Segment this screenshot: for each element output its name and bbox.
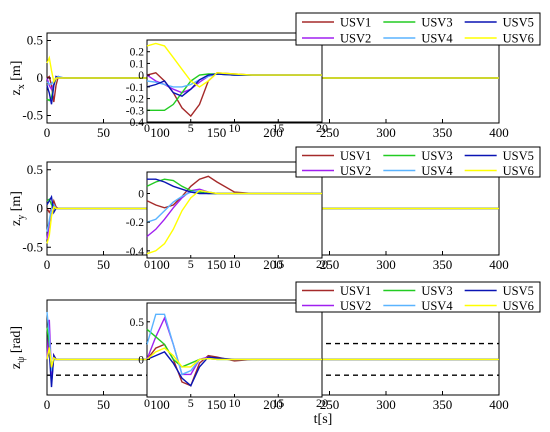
legend-label-usv6: USV6	[503, 164, 534, 178]
x-tick-label: 0	[44, 397, 51, 412]
legend-label-usv5: USV5	[503, 16, 534, 30]
inset-x-tick-label: 10	[229, 396, 241, 410]
y-tick-label: 0.5	[27, 33, 43, 48]
x-tick-label: 100	[150, 125, 170, 140]
y-tick-label: -0.5	[22, 108, 43, 123]
x-tick-label: 350	[433, 257, 453, 272]
legend-label-usv4: USV4	[421, 32, 453, 46]
legend-label-usv4: USV4	[421, 299, 453, 313]
y-axis-label: zx [m]	[9, 61, 27, 96]
legend-label-usv4: USV4	[421, 164, 453, 178]
chart-panel-2: 0 50 100 150 200 250 300 350 400-0.500.5zy [m]0 5…	[9, 146, 541, 272]
legend-label-usv3: USV3	[421, 16, 452, 30]
inset-x-tick-label: 20	[316, 121, 328, 135]
inset-y-tick-label: 0	[138, 189, 144, 201]
legend-label-usv1: USV1	[340, 284, 371, 298]
legend-label-usv2: USV2	[340, 299, 371, 313]
legend-box	[295, 12, 541, 46]
inset-x-tick-label: 10	[229, 121, 241, 135]
x-tick-label: 150	[207, 397, 227, 412]
inset-x-tick-label: 15	[272, 121, 284, 135]
inset-plot-area	[146, 39, 323, 123]
legend-label-usv2: USV2	[340, 32, 371, 46]
x-axis-label: t[s]	[314, 412, 333, 427]
inset-y-tick-label: -0.2	[126, 217, 144, 229]
inset-x-tick-label: 15	[272, 257, 284, 271]
inset-y-tick-label: -0.2	[126, 94, 144, 106]
x-tick-label: 50	[97, 397, 110, 412]
x-tick-label: 250	[320, 257, 340, 272]
legend-box	[295, 146, 541, 178]
series-line-usv6	[46, 205, 499, 244]
legend-label-usv3: USV3	[421, 284, 452, 298]
inset-x-tick-label: 0	[144, 257, 150, 271]
inset-x-tick-label: 15	[272, 396, 284, 410]
inset-x-tick-label: 5	[188, 257, 194, 271]
x-tick-label: 150	[207, 257, 227, 272]
x-tick-label: 250	[320, 125, 340, 140]
x-tick-label: 250	[320, 397, 340, 412]
x-tick-label: 50	[97, 125, 110, 140]
x-tick-label: 50	[97, 257, 110, 272]
inset-series-line-usv6	[146, 347, 322, 368]
y-axis-label: zy [m]	[9, 191, 27, 226]
x-tick-label: 100	[150, 257, 170, 272]
inset-x-tick-label: 20	[316, 396, 328, 410]
x-tick-label: 300	[376, 397, 396, 412]
inset-y-tick-label: -0.4	[126, 246, 144, 258]
y-tick-label: 0	[37, 201, 44, 216]
x-tick-label: 0	[44, 257, 51, 272]
inset-y-tick-label: -0.1	[126, 82, 144, 94]
inset-x-tick-label: 20	[316, 257, 328, 271]
x-tick-label: 350	[433, 397, 453, 412]
legend-label-usv5: USV5	[503, 284, 534, 298]
series-line-usv6	[46, 347, 499, 368]
inset-x-tick-label: 10	[229, 257, 241, 271]
chart-panel-1: 0 50 100 150 200 250 300 350 400-0.500.5zx [m]0 5…	[9, 12, 541, 140]
inset-plot-area	[146, 171, 323, 259]
legend-label-usv6: USV6	[503, 32, 534, 46]
x-tick-label: 100	[150, 397, 170, 412]
x-tick-label: 150	[207, 125, 227, 140]
legend-label-usv5: USV5	[503, 149, 534, 163]
legend-label-usv3: USV3	[421, 149, 452, 163]
inset-y-tick-label: 0.2	[130, 47, 145, 59]
inset-y-tick-label: 0.1	[130, 58, 145, 70]
inset-series-line-usv6	[146, 42, 322, 88]
y-axis-label: zψ [rad]	[9, 326, 27, 369]
inset-y-tick-label: -0.4	[126, 117, 144, 129]
x-tick-label: 200	[263, 397, 283, 412]
legend-label-usv6: USV6	[503, 299, 534, 313]
inset-plot-area	[146, 302, 323, 398]
x-tick-label: 400	[489, 125, 509, 140]
legend-label-usv1: USV1	[340, 16, 371, 30]
inset-x-tick-label: 5	[188, 396, 194, 410]
y-tick-label: 0.5	[27, 162, 43, 177]
inset-x-tick-label: 5	[188, 121, 194, 135]
x-tick-label: 350	[433, 125, 453, 140]
inset-x-tick-label: 0	[144, 396, 150, 410]
x-tick-label: 400	[489, 397, 509, 412]
x-tick-label: 200	[263, 257, 283, 272]
y-tick-label: 0	[37, 70, 44, 85]
inset-y-tick-label: 0	[138, 354, 144, 366]
series-line-usv6	[46, 55, 499, 84]
inset-y-tick-label: -0.3	[126, 105, 144, 117]
x-tick-label: 200	[263, 125, 283, 140]
inset-x-tick-label: 0	[144, 121, 150, 135]
legend-label-usv1: USV1	[340, 149, 371, 163]
y-tick-label: -0.5	[22, 239, 43, 254]
inset-series-line-usv6	[146, 189, 322, 255]
inset-y-tick-label: 0.5	[130, 317, 145, 329]
inset-y-tick-label: 0	[138, 70, 144, 82]
legend-label-usv2: USV2	[340, 164, 371, 178]
x-tick-label: 300	[376, 125, 396, 140]
x-tick-label: 300	[376, 257, 396, 272]
x-tick-label: 0	[44, 125, 51, 140]
x-tick-label: 400	[489, 257, 509, 272]
legend-box	[295, 281, 541, 313]
